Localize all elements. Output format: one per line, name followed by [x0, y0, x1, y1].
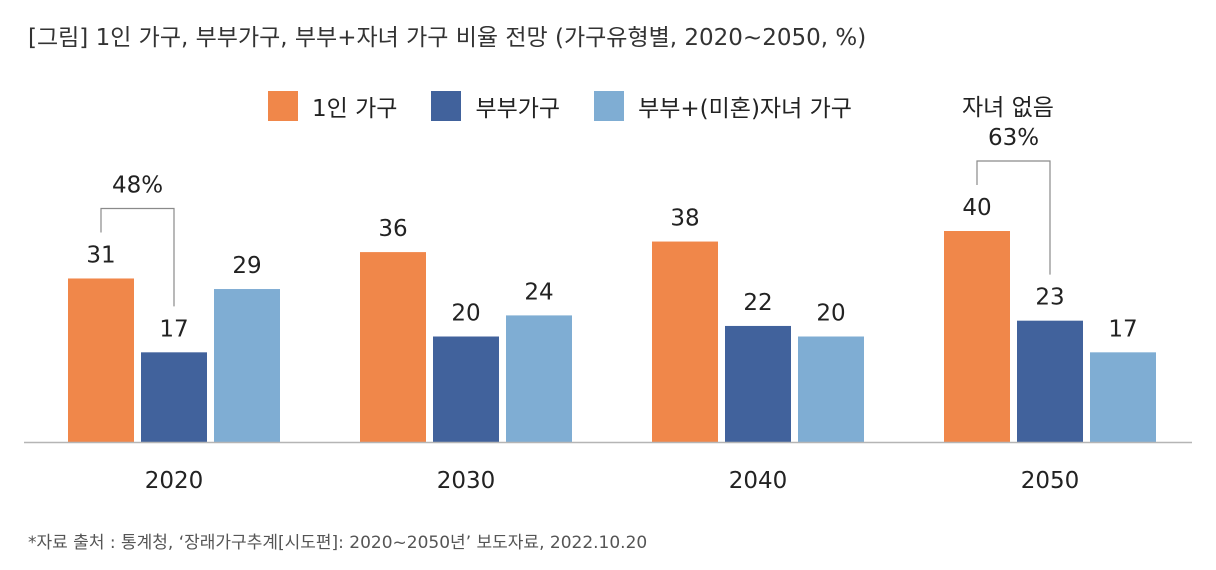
source-footnote: *자료 출처 : 통계청, ‘장래가구추계[시도편]: 2020~2050년’ …: [28, 533, 648, 553]
chart-title: [그림] 1인 가구, 부부가구, 부부+자녀 가구 비율 전망 (가구유형별,…: [28, 25, 867, 51]
bar-2020-series-2: [141, 352, 207, 442]
bar-2050-series-1: [944, 231, 1010, 442]
data-label-2050-series-2: 23: [1035, 285, 1064, 311]
annotation-text-2050: 63%: [988, 125, 1039, 151]
data-label-2040-series-2: 22: [743, 290, 772, 316]
legend-item-single: 1인 가구: [268, 89, 397, 123]
annotation-bracket-2050: [976, 160, 1051, 275]
legend-item-couple: 부부가구: [431, 89, 560, 123]
data-label-2030-series-1: 36: [378, 216, 407, 242]
bar-2040-series-2: [725, 325, 791, 442]
legend-swatch-single: [268, 91, 298, 121]
data-label-2040-series-3: 20: [816, 301, 845, 327]
data-label-2020-series-1: 31: [86, 242, 115, 268]
legend-label-couple-children: 부부+(미혼)자녀 가구: [638, 96, 852, 122]
bar-2040-series-1: [652, 241, 718, 442]
bar-2050-series-3: [1090, 352, 1156, 442]
data-label-2030-series-2: 20: [451, 301, 480, 327]
bar-2030-series-2: [433, 336, 499, 442]
x-tick-label-2020: 2020: [145, 468, 204, 494]
data-label-2020-series-2: 17: [159, 316, 188, 342]
data-label-2040-series-1: 38: [670, 206, 699, 232]
legend-label-single: 1인 가구: [312, 96, 398, 122]
bar-2040-series-3: [798, 336, 864, 442]
x-tick-label-2030: 2030: [437, 468, 496, 494]
bar-2050-series-2: [1017, 320, 1083, 442]
bar-2020-series-3: [214, 289, 280, 442]
chart-legend: 1인 가구 부부가구 부부+(미혼)자녀 가구: [268, 88, 886, 124]
legend-swatch-couple-children: [594, 91, 625, 121]
x-tick-label-2040: 2040: [729, 468, 788, 494]
data-label-2050-series-3: 17: [1108, 316, 1137, 342]
legend-swatch-couple: [431, 91, 462, 121]
data-label-2030-series-3: 24: [524, 279, 553, 305]
bar-2030-series-1: [360, 252, 426, 442]
x-tick-label-2050: 2050: [1021, 468, 1080, 494]
legend-item-couple-children: 부부+(미혼)자녀 가구: [594, 89, 852, 123]
data-label-2020-series-3: 29: [232, 253, 261, 279]
annotation-text-2020: 48%: [112, 172, 163, 198]
annotation-no-children-label: 자녀 없음: [962, 95, 1054, 121]
bar-2020-series-1: [68, 278, 134, 442]
legend-label-couple: 부부가구: [475, 96, 561, 122]
data-label-2050-series-1: 40: [962, 195, 991, 221]
bar-2030-series-3: [506, 315, 572, 442]
annotation-bracket-2020: [100, 207, 175, 307]
